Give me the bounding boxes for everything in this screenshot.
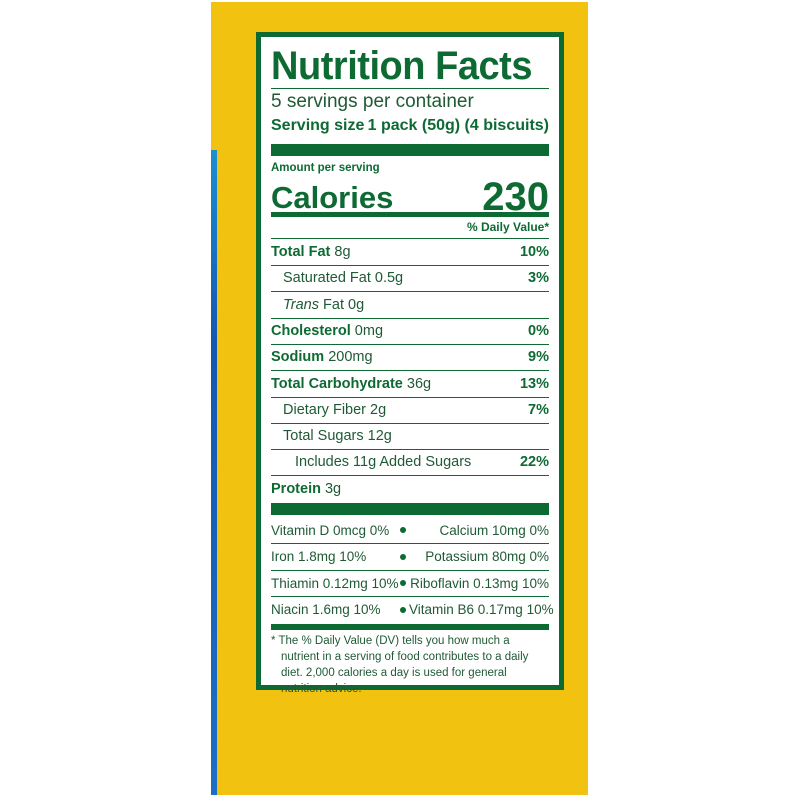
- bullet-icon: [399, 527, 406, 533]
- nutrient-daily-value: 0%: [528, 322, 549, 339]
- nutrient-label: Sodium: [271, 349, 325, 366]
- box-edge-blue: [211, 150, 217, 795]
- nutrient-label: Saturated Fat: [283, 270, 371, 287]
- calories-row: Calories 230: [271, 175, 549, 220]
- amount-per-serving: Amount per serving: [271, 162, 380, 174]
- divider: [271, 88, 549, 89]
- nutrient-label: Cholesterol: [271, 322, 351, 339]
- vitamin-left: Niacin 1.6mg 10%: [271, 602, 381, 617]
- nutrient-daily-value: 7%: [528, 401, 549, 418]
- nutrient-name: Includes 11g Added Sugars: [271, 454, 471, 470]
- thick-divider: [271, 144, 549, 156]
- nutrient-label: Total Sugars: [283, 428, 364, 445]
- bullet-icon: [399, 580, 406, 586]
- divider: [271, 238, 549, 239]
- nutrient-row: Total Carbohydrate 36g 13%: [271, 371, 549, 398]
- nutrient-row: Total Sugars 12g: [271, 423, 549, 451]
- nutrient-amount: 3g: [324, 480, 342, 497]
- vitamin-left: Iron 1.8mg 10%: [271, 549, 367, 564]
- medium-divider: [271, 212, 549, 217]
- nutrient-daily-value: 10%: [519, 244, 549, 260]
- nutrient-label: Dietary Fiber: [283, 401, 366, 418]
- nutrient-row: Includes 11g Added Sugars 22%: [271, 449, 549, 477]
- nutrient-name: Saturated Fat 0.5g: [271, 270, 403, 286]
- nutrient-row: Cholesterol 0mg 0%: [271, 318, 549, 345]
- nutrient-row: Trans Fat 0g: [271, 292, 549, 319]
- nutrient-amount: 8g: [334, 244, 351, 260]
- vitamin-right: Riboflavin 0.13mg 10%: [410, 575, 549, 591]
- nutrient-name: Sodium 200mg: [271, 349, 373, 365]
- nutrient-name: Protein 3g: [271, 481, 341, 497]
- nutrient-name: Total Sugars 12g: [271, 428, 392, 444]
- nutrient-name: Total Carbohydrate 36g: [271, 376, 431, 392]
- nutrient-amount: 200mg: [328, 349, 373, 366]
- calories-label: Calories: [271, 179, 394, 215]
- thick-divider: [271, 503, 549, 515]
- servings-per-container: 5 servings per container: [271, 91, 474, 112]
- label-title: Nutrition Facts: [271, 43, 532, 88]
- nutrient-row: Saturated Fat 0.5g 3%: [271, 265, 549, 293]
- vitamin-right: Potassium 80mg 0%: [425, 549, 549, 564]
- vitamin-right: Vitamin B6 0.17mg 10%: [409, 602, 554, 617]
- nutrient-amount: 0g: [348, 296, 365, 313]
- serving-size-label: Serving size: [271, 117, 365, 134]
- nutrient-row: Total Fat 8g 10%: [271, 239, 549, 266]
- vitamin-left: Thiamin 0.12mg 10%: [271, 575, 399, 591]
- vitamin-row: Thiamin 0.12mg 10% Riboflavin 0.13mg 10%: [271, 570, 549, 597]
- vitamin-right: Calcium 10mg 0%: [439, 522, 549, 538]
- daily-value-header: % Daily Value*: [466, 220, 549, 234]
- footnote: * The % Daily Value (DV) tells you how m…: [271, 635, 529, 695]
- bullet-icon: [399, 553, 406, 560]
- nutrient-name: Total Fat 8g: [271, 244, 351, 260]
- nutrient-row: Sodium 200mg 9%: [271, 344, 549, 372]
- vitamin-row: Iron 1.8mg 10% Potassium 80mg 0%: [271, 544, 549, 571]
- nutrient-label: Total Fat: [271, 244, 331, 260]
- nutrient-label: Total Carbohydrate: [271, 375, 403, 392]
- nutrient-amount: 0mg: [354, 322, 384, 339]
- serving-size-value: 1 pack (50g) (4 biscuits): [367, 117, 549, 134]
- vitamin-left: Vitamin D 0mcg 0%: [271, 522, 390, 538]
- nutrition-facts-label: Nutrition Facts 5 servings per container…: [256, 32, 564, 695]
- serving-size-row: Serving size 1 pack (50g) (4 biscuits): [271, 117, 549, 135]
- nutrient-daily-value: 9%: [528, 349, 549, 366]
- vitamin-row: Niacin 1.6mg 10% Vitamin B6 0.17mg 10%: [271, 597, 554, 623]
- nutrient-label: Trans: [283, 296, 319, 313]
- nutrient-name: Cholesterol 0mg: [271, 323, 383, 339]
- nutrient-daily-value: 22%: [519, 454, 549, 471]
- nutrient-name: Trans Fat 0g: [271, 297, 364, 313]
- nutrient-label: Protein: [271, 480, 321, 497]
- nutrient-daily-value: 3%: [528, 270, 549, 287]
- nutrient-amount: 0.5g: [374, 270, 404, 287]
- calories-value: 230: [482, 175, 549, 219]
- nutrient-name: Dietary Fiber 2g: [271, 402, 386, 418]
- vitamin-row: Vitamin D 0mcg 0% Calcium 10mg 0%: [271, 517, 549, 544]
- nutrient-row: Dietary Fiber 2g 7%: [271, 397, 549, 424]
- nutrient-amount: 36g: [406, 375, 432, 392]
- nutrient-daily-value: 13%: [519, 375, 549, 392]
- nutrient-row: Protein 3g: [271, 476, 549, 502]
- medium-divider: [271, 624, 549, 630]
- nutrient-amount: 12g: [367, 428, 392, 445]
- nutrient-label-suffix: Fat: [323, 296, 344, 313]
- nutrient-amount: 2g: [370, 401, 387, 418]
- nutrient-label: Includes 11g Added Sugars: [295, 454, 472, 471]
- bullet-icon: [399, 606, 406, 613]
